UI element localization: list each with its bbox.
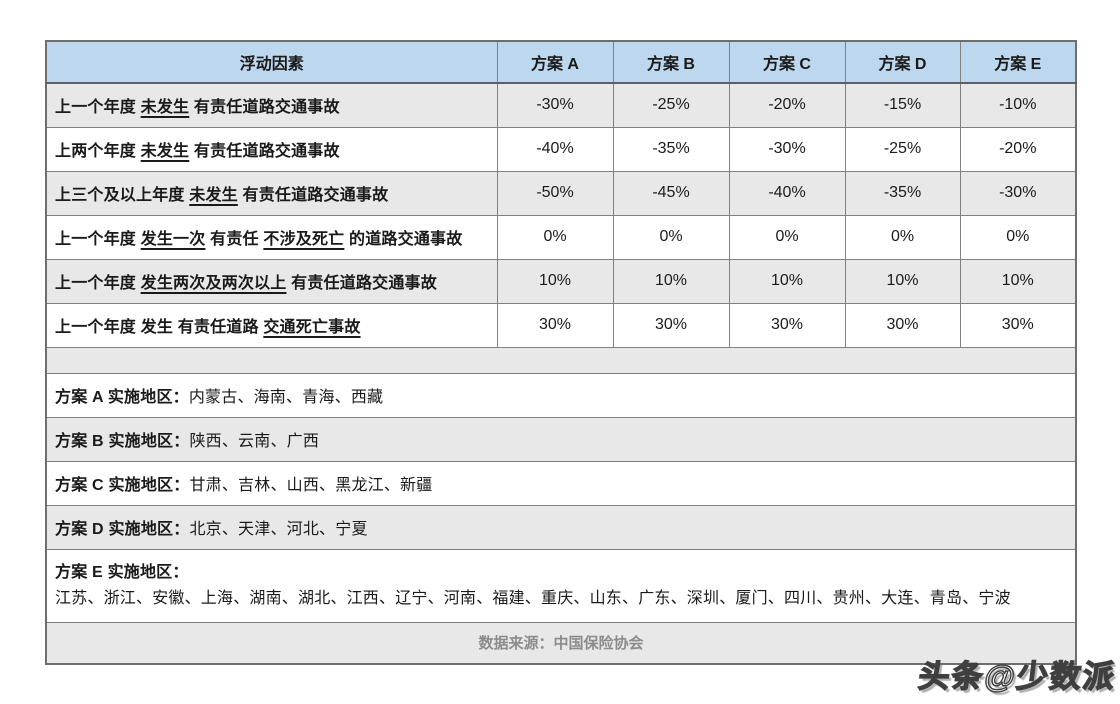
region-cell: 方案 E 实施地区： 江苏、浙江、安徽、上海、湖南、湖北、江西、辽宁、河南、福建、… [45, 548, 1077, 623]
header-plan-d: 方案 D [844, 40, 961, 84]
region-cell: 方案 C 实施地区：甘肃、吉林、山西、黑龙江、新疆 [45, 460, 1077, 506]
region-provinces: 甘肃、吉林、山西、黑龙江、新疆 [189, 477, 433, 494]
factor-cell: 上一个年度 发生 有责任道路 交通死亡事故 [45, 302, 498, 348]
factor-text-emphasis: 发生一次 [140, 231, 206, 248]
region-provinces: 陕西、云南、广西 [189, 433, 320, 450]
value-cell: -10% [959, 82, 1077, 128]
factor-text-emphasis: 未发生 [140, 143, 190, 160]
spacer-cell [45, 346, 1077, 374]
value-cell: -50% [496, 170, 614, 216]
factor-text: 有责任道路交通事故 [286, 275, 437, 292]
factor-text: 有责任 [205, 231, 264, 248]
value-cell: 10% [844, 258, 961, 304]
region-label: 方案 A 实施地区： [55, 389, 189, 406]
value-cell: -40% [496, 126, 614, 172]
value-cell: -25% [844, 126, 961, 172]
value-cell: 30% [496, 302, 614, 348]
factor-text: 上两个年度 [55, 143, 141, 160]
region-row-plan-c: 方案 C 实施地区：甘肃、吉林、山西、黑龙江、新疆 [45, 460, 1077, 506]
factor-text: 上一个年度 发生 有责任道路 [55, 319, 264, 336]
region-label: 方案 E 实施地区： [55, 564, 189, 582]
value-cell: -35% [612, 126, 730, 172]
value-cell: -40% [728, 170, 846, 216]
region-cell: 方案 D 实施地区：北京、天津、河北、宁夏 [45, 504, 1077, 550]
value-cell: 30% [844, 302, 961, 348]
header-plan-b: 方案 B [612, 40, 730, 84]
factor-text: 有责任道路交通事故 [189, 143, 340, 160]
value-cell: 10% [612, 258, 730, 304]
table-row: 上一个年度 未发生 有责任道路交通事故 -30% -25% -20% -15% … [45, 82, 1077, 128]
data-source-text: 数据来源：中国保险协会 [45, 621, 1077, 665]
region-row-plan-a: 方案 A 实施地区：内蒙古、海南、青海、西藏 [45, 372, 1077, 418]
factor-text: 上三个及以上年度 [55, 187, 190, 204]
header-plan-a: 方案 A [496, 40, 614, 84]
factor-text-emphasis: 未发生 [189, 187, 238, 204]
header-plan-e: 方案 E [959, 40, 1077, 84]
region-cell: 方案 A 实施地区：内蒙古、海南、青海、西藏 [45, 372, 1077, 418]
value-cell: 30% [612, 302, 730, 348]
factor-cell: 上一个年度 发生一次 有责任 不涉及死亡 的道路交通事故 [45, 214, 498, 260]
factor-cell: 上三个及以上年度 未发生 有责任道路交通事故 [45, 170, 498, 216]
value-cell: -30% [496, 82, 614, 128]
region-label: 方案 D 实施地区： [55, 521, 190, 538]
factor-cell: 上一个年度 未发生 有责任道路交通事故 [45, 82, 498, 128]
value-cell: -35% [844, 170, 961, 216]
watermark-toutiao: 头条@少数派 [916, 658, 1119, 694]
value-cell: -20% [959, 126, 1077, 172]
rate-floating-table: 浮动因素 方案 A 方案 B 方案 C 方案 D 方案 E 上一个年度 未发生 … [45, 40, 1077, 665]
value-cell: 0% [496, 214, 614, 260]
region-provinces: 北京、天津、河北、宁夏 [189, 521, 368, 538]
table-row: 上一个年度 发生一次 有责任 不涉及死亡 的道路交通事故 0% 0% 0% 0%… [45, 214, 1077, 260]
region-row-plan-d: 方案 D 实施地区：北京、天津、河北、宁夏 [45, 504, 1077, 550]
factor-text: 上一个年度 [55, 99, 141, 117]
value-cell: 30% [959, 302, 1077, 348]
factor-text-emphasis: 不涉及死亡 [263, 231, 345, 248]
value-cell: 0% [612, 214, 730, 260]
header-plan-c: 方案 C [728, 40, 846, 84]
region-cell: 方案 B 实施地区：陕西、云南、广西 [45, 416, 1077, 462]
region-row-plan-e: 方案 E 实施地区： 江苏、浙江、安徽、上海、湖南、湖北、江西、辽宁、河南、福建、… [45, 548, 1077, 623]
spacer-row [45, 346, 1077, 374]
value-cell: 0% [844, 214, 961, 260]
value-cell: -15% [844, 82, 961, 128]
value-cell: 0% [959, 214, 1077, 260]
factor-text: 有责任道路交通事故 [189, 99, 340, 117]
header-factor: 浮动因素 [45, 40, 498, 84]
factor-text: 上一个年度 [55, 231, 141, 248]
table-row: 上三个及以上年度 未发生 有责任道路交通事故 -50% -45% -40% -3… [45, 170, 1077, 216]
value-cell: -45% [612, 170, 730, 216]
value-cell: -20% [728, 82, 846, 128]
value-cell: 0% [728, 214, 846, 260]
value-cell: 10% [959, 258, 1077, 304]
value-cell: -25% [612, 82, 730, 128]
value-cell: -30% [728, 126, 846, 172]
region-label: 方案 B 实施地区： [55, 433, 190, 450]
factor-text: 上一个年度 [55, 275, 141, 292]
factor-cell: 上一个年度 发生两次及两次以上 有责任道路交通事故 [45, 258, 498, 304]
header-row: 浮动因素 方案 A 方案 B 方案 C 方案 D 方案 E [45, 40, 1077, 84]
factor-text-emphasis: 发生两次及两次以上 [140, 275, 287, 292]
factor-text: 有责任道路交通事故 [237, 187, 389, 204]
value-cell: -30% [959, 170, 1077, 216]
factor-text-emphasis: 交通死亡事故 [263, 319, 361, 336]
factor-text-emphasis: 未发生 [140, 99, 190, 117]
region-provinces: 江苏、浙江、安徽、上海、湖南、湖北、江西、辽宁、河南、福建、重庆、山东、广东、深… [55, 590, 1011, 608]
factor-text: 的道路交通事故 [344, 231, 463, 248]
value-cell: 10% [496, 258, 614, 304]
region-label: 方案 C 实施地区： [55, 477, 190, 494]
factor-cell: 上两个年度 未发生 有责任道路交通事故 [45, 126, 498, 172]
table-row: 上一个年度 发生两次及两次以上 有责任道路交通事故 10% 10% 10% 10… [45, 258, 1077, 304]
region-row-plan-b: 方案 B 实施地区：陕西、云南、广西 [45, 416, 1077, 462]
table-row: 上一个年度 发生 有责任道路 交通死亡事故 30% 30% 30% 30% 30… [45, 302, 1077, 348]
region-provinces: 内蒙古、海南、青海、西藏 [188, 389, 384, 406]
value-cell: 10% [728, 258, 846, 304]
table-row: 上两个年度 未发生 有责任道路交通事故 -40% -35% -30% -25% … [45, 126, 1077, 172]
value-cell: 30% [728, 302, 846, 348]
source-row: 数据来源：中国保险协会 [45, 621, 1077, 665]
